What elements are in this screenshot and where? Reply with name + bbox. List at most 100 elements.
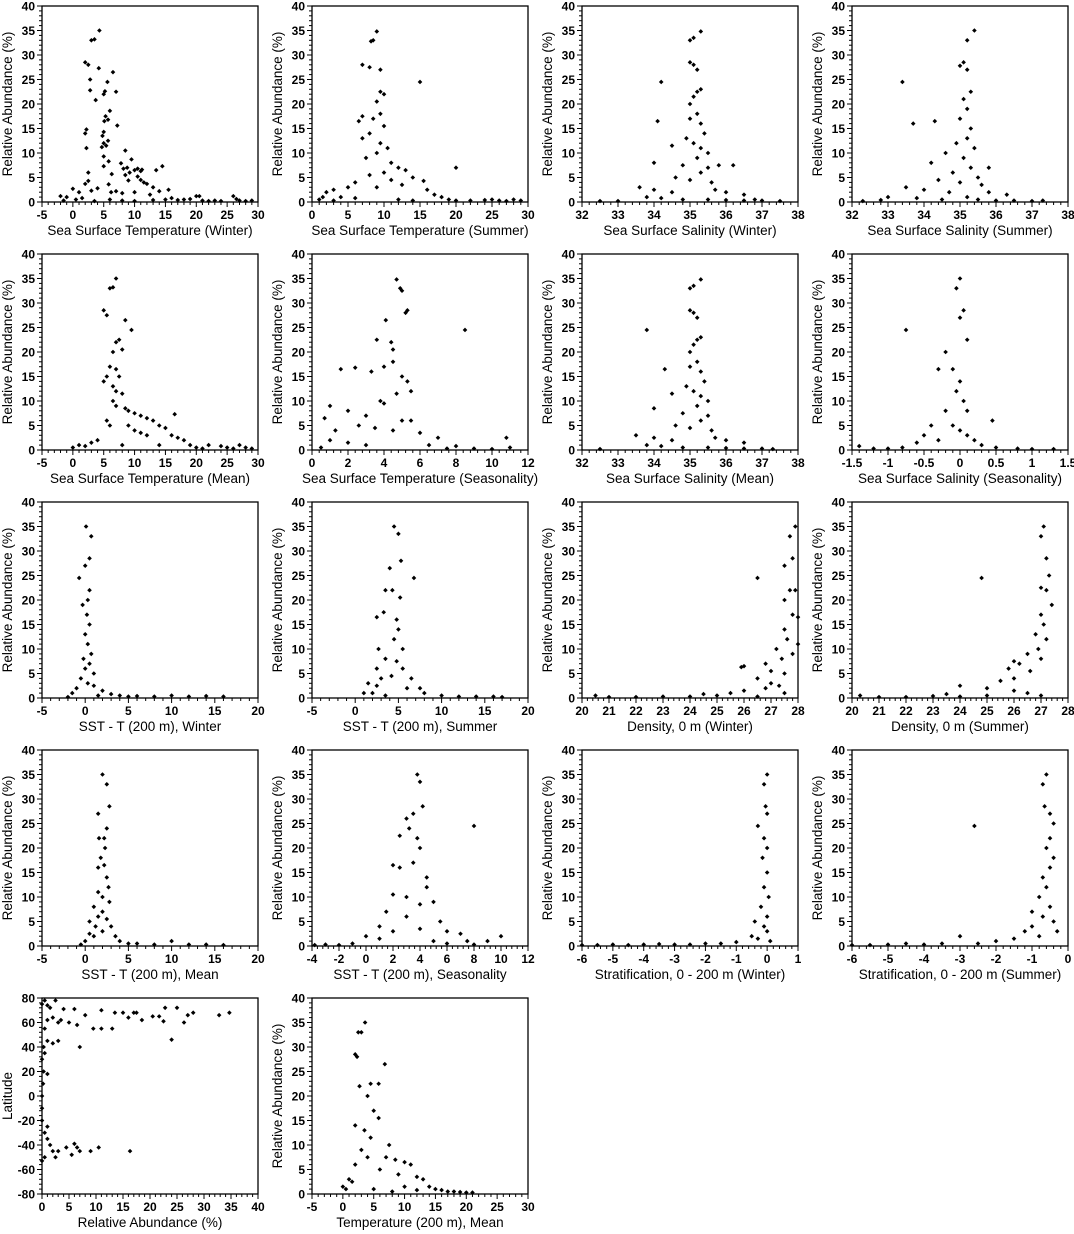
- data-point: [768, 681, 774, 686]
- data-point: [698, 29, 704, 34]
- data-point: [107, 364, 113, 369]
- data-point: [453, 165, 459, 170]
- data-point: [444, 929, 450, 934]
- data-point: [362, 1128, 367, 1133]
- data-point: [420, 1177, 426, 1182]
- data-point: [397, 833, 403, 839]
- data-point: [382, 1061, 388, 1067]
- x-tick-label: 25: [220, 456, 234, 470]
- data-point: [680, 410, 686, 416]
- x-tick-label: 25: [485, 208, 499, 222]
- data-point: [964, 337, 970, 343]
- data-point: [702, 131, 707, 136]
- y-tick-label: 40: [22, 248, 36, 262]
- scatter-chart: 0 5 10 15 20 25 30 35 40 32 33 34 35 36 37 38 Sea Surfac…: [810, 0, 1074, 238]
- data-point: [1044, 556, 1049, 561]
- y-tick-label: 0: [568, 692, 575, 706]
- data-point: [705, 150, 711, 156]
- x-tick-label: -5: [307, 704, 318, 718]
- data-point: [885, 194, 891, 200]
- x-tick-label: 37: [755, 456, 769, 470]
- y-axis-label: Relative Abundance (%): [0, 32, 15, 177]
- data-point: [50, 1041, 56, 1046]
- data-point: [417, 430, 423, 436]
- data-point: [126, 694, 131, 699]
- data-point: [1049, 602, 1055, 608]
- data-point: [990, 418, 995, 423]
- data-point: [368, 1081, 373, 1087]
- data-point: [723, 197, 729, 203]
- data-point: [705, 197, 711, 202]
- data-point: [206, 442, 211, 448]
- data-point: [370, 690, 375, 696]
- data-point: [82, 131, 88, 136]
- x-tick-label: 1: [795, 952, 802, 966]
- data-point: [793, 524, 798, 529]
- data-point: [426, 1184, 432, 1189]
- x-tick-label: 10: [485, 456, 499, 470]
- data-point: [359, 1147, 364, 1153]
- data-point: [197, 193, 202, 199]
- data-point: [153, 167, 159, 173]
- y-tick-label: 20: [22, 98, 36, 112]
- x-tick-label: 20: [575, 704, 589, 718]
- y-tick-label: 0: [838, 196, 845, 210]
- data-point: [903, 185, 909, 190]
- data-point: [698, 335, 704, 340]
- data-point: [91, 683, 97, 689]
- x-tick-label: 0: [1065, 952, 1072, 966]
- data-point: [53, 998, 58, 1003]
- y-tick-label: 30: [22, 793, 36, 807]
- y-tick-label: 15: [292, 618, 306, 632]
- y-tick-label: 10: [562, 891, 576, 905]
- data-point: [119, 347, 125, 352]
- data-point: [100, 772, 105, 777]
- data-point: [410, 811, 416, 816]
- data-point: [131, 1010, 137, 1015]
- data-point: [856, 443, 862, 449]
- data-point: [968, 165, 974, 170]
- data-point: [376, 1115, 381, 1121]
- scatter-chart: 0 5 10 15 20 25 30 35 40 -6 -5 -4 -3 -2 -1 0 1 Stratifica…: [540, 744, 802, 983]
- data-point: [391, 524, 397, 529]
- data-point: [698, 145, 704, 151]
- y-tick-label: 15: [562, 618, 576, 632]
- data-point: [45, 1003, 50, 1008]
- data-point: [698, 121, 704, 126]
- x-tick-label: 0: [309, 456, 316, 470]
- x-tick-label: 0: [309, 208, 316, 222]
- y-tick-label: 35: [832, 768, 846, 782]
- x-axis-label: Sea Surface Salinity (Seasonality): [858, 471, 1062, 486]
- data-point: [169, 195, 174, 201]
- y-tick-label: 0: [298, 940, 305, 954]
- x-tick-label: -5: [883, 952, 894, 966]
- data-point: [936, 437, 941, 443]
- data-point: [763, 804, 768, 809]
- data-point: [360, 136, 365, 141]
- y-tick-label: 5: [28, 171, 35, 185]
- data-point: [691, 283, 696, 289]
- data-point: [741, 688, 747, 693]
- data-point: [132, 410, 137, 416]
- data-point: [349, 1179, 355, 1185]
- x-tick-label: 5: [100, 208, 107, 222]
- x-tick-label: -3: [955, 952, 966, 966]
- data-point: [961, 308, 966, 313]
- data-point: [482, 197, 488, 203]
- y-tick-label: 5: [568, 171, 575, 185]
- data-point: [356, 423, 362, 428]
- data-point: [50, 1148, 56, 1154]
- x-tick-label: -4: [638, 952, 649, 966]
- x-tick-label: 37: [1025, 208, 1039, 222]
- y-tick-label: 30: [292, 297, 306, 311]
- y-tick-label: 40: [292, 992, 306, 1006]
- data-point: [212, 198, 218, 203]
- data-point: [87, 661, 92, 666]
- data-point: [691, 62, 696, 68]
- data-point: [975, 175, 981, 180]
- data-point: [127, 170, 132, 175]
- data-point: [957, 428, 963, 433]
- data-point: [105, 79, 110, 85]
- data-point: [343, 1186, 349, 1192]
